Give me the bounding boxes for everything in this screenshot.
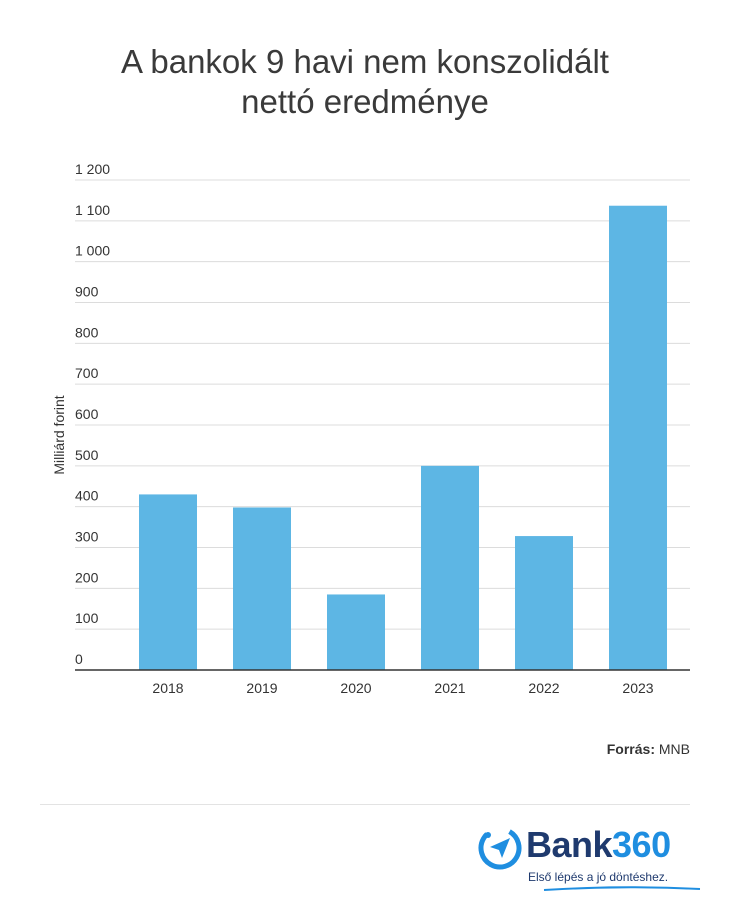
bar-2021: [421, 465, 479, 670]
bar-2023: [609, 205, 667, 670]
x-tick-label: 2022: [528, 680, 559, 696]
x-tick-label: 2018: [152, 680, 183, 696]
y-tick-label: 300: [75, 529, 99, 545]
chart-title-line-2: nettó eredménye: [241, 83, 489, 120]
source-label: Forrás:: [606, 741, 655, 757]
x-tick-label: 2019: [246, 680, 277, 696]
y-tick-label: 200: [75, 569, 99, 585]
y-tick-label: 700: [75, 365, 99, 381]
paper-plane-icon: [478, 826, 522, 870]
bar-2022: [515, 536, 573, 670]
y-tick-label: 600: [75, 406, 99, 422]
x-tick-label: 2020: [340, 680, 371, 696]
y-tick-label: 0: [75, 651, 83, 667]
divider: [40, 804, 690, 805]
source-value: MNB: [658, 741, 690, 757]
y-tick-label: 500: [75, 447, 99, 463]
bar-2019: [233, 507, 291, 670]
bar-2020: [327, 594, 385, 670]
logo-brand-word: Bank: [526, 824, 613, 865]
bank360-logo: Bank360 Első lépés a jó döntéshez.: [478, 822, 701, 892]
y-tick-label: 1 200: [75, 161, 110, 177]
chart-title-line-1: A bankok 9 havi nem konszolidált: [121, 43, 609, 80]
logo-tagline: Első lépés a jó döntéshez.: [528, 870, 669, 884]
x-tick-label: 2021: [434, 680, 465, 696]
y-tick-label: 400: [75, 488, 99, 504]
bar-2018: [139, 494, 197, 670]
logo-brand-num: 360: [612, 824, 671, 865]
source-note: Forrás: MNB: [607, 741, 690, 757]
x-tick-label: 2023: [622, 680, 653, 696]
tagline-underline: [543, 886, 701, 891]
y-tick-label: 1 000: [75, 243, 110, 259]
y-tick-label: 900: [75, 284, 99, 300]
y-tick-label: 100: [75, 610, 99, 626]
y-tick-label: 1 100: [75, 202, 110, 218]
y-tick-label: 800: [75, 324, 99, 340]
bar-chart: 0 100 200 300 400 500 600 700 800 900 1 000 1 100 1 …: [51, 161, 690, 696]
logo-brand: Bank360: [526, 824, 671, 866]
chart-title: A bankok 9 havi nem konszolidált nettó e…: [0, 42, 730, 122]
y-axis-label: Milliárd forint: [51, 395, 67, 474]
